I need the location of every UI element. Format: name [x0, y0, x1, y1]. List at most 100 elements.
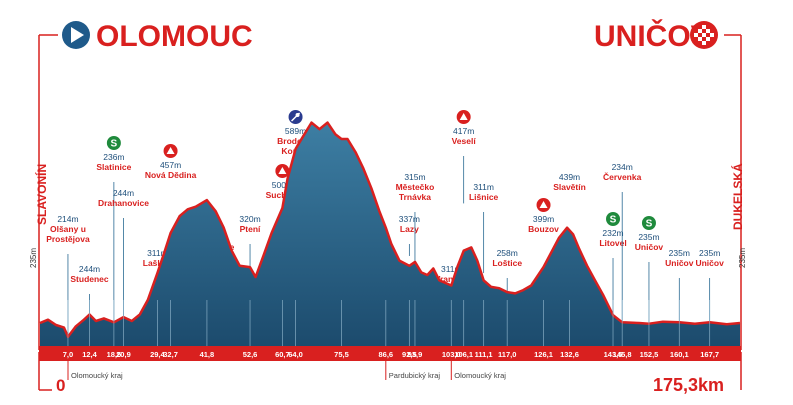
waypoint-name: Vranová: [435, 274, 468, 284]
waypoint-elevation: 417m: [453, 126, 474, 136]
profile-area: [40, 122, 740, 346]
km-tick-label: 117,0: [498, 350, 516, 359]
km-tick-label: 41,8: [200, 350, 215, 359]
climb-badge-glyph: [278, 167, 287, 174]
waypoint-name: Ptení: [240, 224, 261, 234]
climb-badge-glyph: [539, 201, 548, 208]
start-title: OLOMOUC: [96, 20, 253, 53]
km-tick-label: 160,1: [670, 350, 689, 359]
waypoint-elevation: 315m: [404, 172, 425, 182]
waypoint-elevation: 244m: [113, 188, 134, 198]
waypoint-name: Drahanovice: [98, 198, 149, 208]
waypoint-name: Suchdol: [266, 190, 300, 200]
checker-square: [698, 29, 702, 33]
sprint-badge-icon: [606, 212, 621, 226]
waypoint-name: Nová Dědina: [145, 170, 197, 180]
km-tick-label: 152,5: [640, 350, 659, 359]
km-tick-label: 167,7: [700, 350, 719, 359]
km-tick-label: 93,9: [408, 350, 423, 359]
km-tick-label: 52,6: [243, 350, 258, 359]
km-tick-label: 18,5: [107, 350, 122, 359]
km-tick-label: 7,0: [63, 350, 73, 359]
waypoint-name: Brodek u: [277, 136, 314, 146]
finish-street-label: DUKELSKÁ: [730, 163, 745, 230]
km-tick-label: 20,9: [116, 350, 131, 359]
checker-square: [710, 33, 714, 37]
km-tick-label: 126,1: [534, 350, 553, 359]
waypoint-name: Slavětín: [553, 182, 586, 192]
sprint-badge-glyph: S: [610, 215, 617, 226]
waypoint-name: Olšany u: [50, 224, 86, 234]
waypoint-elevation: 258m: [497, 248, 518, 258]
checker-square: [702, 33, 706, 37]
waypoint-elevation: 311m: [473, 182, 494, 192]
waypoint-name: Lišnice: [469, 192, 499, 202]
km-tick-label: 143,5: [604, 350, 623, 359]
km-tick-label: 145,8: [613, 350, 632, 359]
waypoint-name: Slatinice: [96, 162, 131, 172]
waypoint-name: Lazy: [400, 224, 419, 234]
km-tick-label: 75,5: [334, 350, 349, 359]
waypoint-name: Uničov: [635, 242, 664, 252]
waypoint-elevation: 236m: [103, 152, 124, 162]
km-tick-label: 103,0: [442, 350, 461, 359]
waypoint-elevation: 589m: [285, 126, 306, 136]
checker-square: [706, 29, 710, 33]
waypoint-name: Veselí: [452, 136, 477, 146]
km-tick-labels: 7,0 12,4 18,520,9 29,432,7 41,8 52,6 60,764,0 7…: [63, 350, 719, 359]
km-tick-label: 92,5: [402, 350, 417, 359]
km-tick-label: 64,0: [288, 350, 303, 359]
waypoint-elevation: 439m: [559, 172, 580, 182]
waypoint-elevation: 244m: [79, 264, 100, 274]
waypoint-name: Loštice: [492, 258, 522, 268]
region-label: Pardubický kraj: [389, 371, 441, 380]
km-tick-label: 111,1: [475, 350, 493, 359]
checker-square: [698, 37, 702, 41]
waypoint-elevation: 337m: [399, 214, 420, 224]
region-labels: Olomoucký kraj Pardubický kraj Olomoucký k…: [67, 361, 506, 380]
waypoint-name: Městečko: [396, 182, 435, 192]
waypoint-name: Studenec: [70, 274, 109, 284]
waypoint-elevation: 234m: [612, 162, 633, 172]
region-label: Olomoucký kraj: [454, 371, 506, 380]
climb-badge-glyph: [459, 113, 468, 120]
finish-elev-label: 235m: [738, 248, 747, 268]
waypoint-name: Laškov: [143, 258, 173, 268]
waypoint-elevation: 500m: [272, 180, 293, 190]
total-distance-label: 175,3km: [653, 375, 724, 395]
waypoint-name: Uničov: [695, 258, 724, 268]
waypoint-elevation: 399m: [533, 214, 554, 224]
elevation-profile: [39, 121, 741, 346]
start-km-label: 0: [56, 376, 65, 395]
checker-square: [706, 37, 710, 41]
waypoint-name: Uničov: [665, 258, 694, 268]
km-tick-label: 86,6: [379, 350, 394, 359]
km-tick-label: 60,7: [275, 350, 290, 359]
finish-checkered-icon: [690, 21, 718, 49]
waypoint-elevation: 235m: [638, 232, 659, 242]
waypoint-name: Červenka: [603, 171, 642, 182]
km-tick-label: 32,7: [163, 350, 178, 359]
sprint-badge-icon: [641, 216, 656, 230]
waypoint-name-line2: Prostějova: [46, 234, 90, 244]
km-bar: [39, 346, 741, 361]
km-tick-label: 29,4: [150, 350, 165, 359]
waypoint-elevation: 235m: [669, 248, 690, 258]
waypoint-name-line2: Trnávka: [399, 192, 431, 202]
waypoint-name: Litovel: [599, 238, 626, 248]
waypoint-elevation: 311m: [441, 264, 462, 274]
waypoint-elevation: 457m: [160, 160, 181, 170]
waypoint-elevation: 214m: [57, 214, 78, 224]
profile-ridge-line: [39, 121, 741, 339]
km-tick-label: 132,6: [560, 350, 579, 359]
sprint-badge-glyph: S: [646, 219, 653, 230]
waypoint-elevation: 235m: [699, 248, 720, 258]
checker-square: [702, 41, 706, 45]
checker-square: [702, 25, 706, 29]
waypoint-elevation: 320m: [239, 214, 260, 224]
checker-square: [694, 33, 698, 37]
start-street-label: SLAVONÍN: [34, 164, 49, 225]
waypoint-name: Bouzov: [528, 224, 559, 234]
premium-badge-dot: [295, 113, 300, 117]
